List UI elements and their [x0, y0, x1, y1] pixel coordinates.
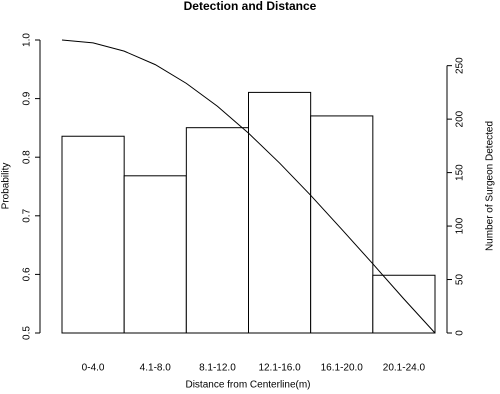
bar	[185, 127, 249, 334]
x-tick-label: 16.1-20.0	[321, 363, 364, 374]
y2-tick-label: 50	[455, 274, 466, 286]
y2-tick-label: 0	[455, 330, 466, 336]
x-axis-label: Distance from Centerline(m)	[185, 380, 310, 391]
bar	[372, 274, 436, 334]
bar	[123, 175, 187, 334]
y2-tick-label: 150	[455, 164, 466, 181]
chart-title: Detection and Distance	[184, 0, 317, 13]
y-tick-label: 0.8	[22, 150, 33, 164]
x-tick-label: 4.1-8.0	[140, 363, 172, 374]
y2-tick-label: 100	[455, 217, 466, 234]
y2-tick-label: 200	[455, 110, 466, 127]
x-tick-label: 8.1-12.0	[199, 363, 236, 374]
line	[61, 39, 436, 334]
y-tick-label: 1.0	[22, 33, 33, 47]
bar	[61, 135, 125, 334]
x-tick-label: 12.1-16.0	[258, 363, 301, 374]
y2-axis-label: Number of Surgeon Detected	[485, 121, 496, 251]
bar	[310, 115, 374, 334]
y2-tick-label: 250	[455, 57, 466, 74]
x-tick-label: 0-4.0	[82, 363, 105, 374]
y-tick-label: 0.5	[22, 326, 33, 340]
y-tick-label: 0.9	[22, 91, 33, 105]
x-tick-label: 20.1-24.0	[383, 363, 426, 374]
y-axis-label: Probability	[1, 163, 12, 210]
y-tick-label: 0.6	[22, 267, 33, 281]
y-tick-label: 0.7	[22, 208, 33, 222]
bar	[248, 91, 312, 334]
